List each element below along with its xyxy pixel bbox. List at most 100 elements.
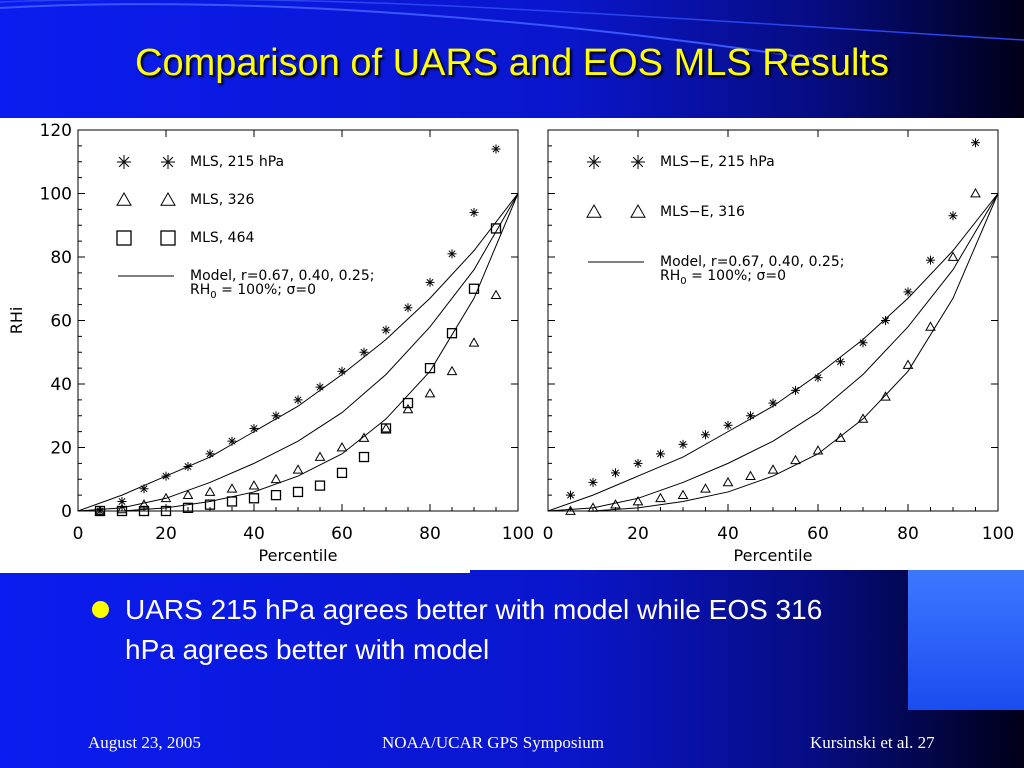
y-axis-label: RHi bbox=[7, 307, 26, 335]
slide-title: Comparison of UARS and EOS MLS Results bbox=[135, 42, 889, 84]
asterisk-stroke bbox=[656, 450, 665, 458]
model-curve bbox=[547, 193, 999, 512]
asterisk-stroke bbox=[588, 156, 600, 168]
data-point-asterisk bbox=[836, 357, 845, 367]
data-point-triangle bbox=[446, 365, 458, 376]
data-point-triangle bbox=[745, 470, 756, 480]
data-point-triangle bbox=[336, 441, 348, 452]
legend-marker-triangle bbox=[116, 191, 132, 206]
chart-1: 0 20 40 60 80 100 Percentile 0 20 40 60 80 100 120 RHi… bbox=[7, 121, 534, 565]
asterisk-stroke bbox=[316, 383, 324, 391]
legend-label: MLS−E, 215 hPa bbox=[660, 154, 775, 170]
data-point-square bbox=[138, 505, 150, 517]
data-point-asterisk bbox=[117, 496, 127, 506]
asterisk-stroke bbox=[632, 156, 644, 168]
data-point-square bbox=[248, 493, 260, 504]
x-tick-label: 40 bbox=[717, 524, 739, 544]
asterisk-stroke bbox=[448, 250, 456, 258]
plot-frame bbox=[547, 129, 999, 512]
footer-event: NOAA/UCAR GPS Symposium bbox=[382, 733, 604, 752]
data-point-asterisk bbox=[678, 439, 688, 449]
data-point-triangle bbox=[925, 321, 936, 331]
data-point-asterisk bbox=[381, 325, 391, 335]
legend-label: MLS, 464 bbox=[190, 230, 254, 246]
data-point-asterisk bbox=[948, 211, 958, 221]
data-point-triangle bbox=[947, 251, 959, 261]
legend-marker-triangle bbox=[160, 191, 176, 206]
x-tick-label: 40 bbox=[243, 524, 265, 544]
data-point-triangle bbox=[700, 483, 711, 493]
data-point-asterisk bbox=[447, 249, 457, 259]
data-point-triangle bbox=[857, 413, 869, 423]
data-point-asterisk bbox=[293, 395, 303, 405]
asterisk-stroke bbox=[566, 491, 575, 499]
charts-svg: 0 20 40 60 80 100 Percentile 0 20 40 60 80 100 120 RHi… bbox=[7, 121, 1014, 565]
x-tick-label: 60 bbox=[807, 524, 829, 544]
decorative-arc bbox=[0, 0, 1024, 61]
legend-label: Model, r=0.67, 0.40, 0.25; bbox=[190, 268, 374, 284]
legend-label: MLS−E, 316 bbox=[660, 204, 745, 220]
data-point-square bbox=[292, 486, 304, 498]
legend-label: MLS, 326 bbox=[190, 192, 254, 208]
asterisk-stroke bbox=[949, 212, 957, 220]
data-point-triangle bbox=[610, 499, 621, 509]
legend-marker-triangle bbox=[630, 203, 646, 218]
asterisk-stroke bbox=[589, 478, 597, 486]
data-point-square bbox=[182, 502, 194, 513]
data-point-square bbox=[446, 328, 458, 339]
asterisk-stroke bbox=[492, 145, 500, 153]
data-point-triangle bbox=[902, 359, 914, 369]
data-point-triangle bbox=[835, 432, 846, 442]
data-point-asterisk bbox=[403, 303, 413, 313]
asterisk-stroke bbox=[228, 437, 236, 445]
data-point-triangle bbox=[722, 476, 734, 487]
data-point-triangle bbox=[160, 492, 172, 503]
data-point-triangle bbox=[880, 391, 891, 401]
data-point-asterisk bbox=[315, 382, 325, 392]
data-point-asterisk bbox=[566, 490, 575, 500]
asterisk-stroke bbox=[140, 485, 148, 493]
data-point-square bbox=[336, 467, 348, 479]
x-tick-label: 100 bbox=[502, 524, 534, 544]
x-tick-label: 0 bbox=[543, 524, 554, 544]
chart-panel: 0 20 40 60 80 100 Percentile 0 20 40 60 80 100 120 RHi… bbox=[0, 118, 1024, 570]
asterisk-stroke bbox=[634, 459, 642, 467]
footer-date: August 23, 2005 bbox=[88, 733, 201, 752]
data-point-triangle bbox=[204, 486, 216, 496]
legend-marker-asterisk bbox=[161, 155, 175, 169]
x-tick-label: 80 bbox=[419, 524, 441, 544]
asterisk-stroke bbox=[881, 316, 890, 325]
x-tick-label: 0 bbox=[73, 524, 84, 544]
data-point-triangle bbox=[655, 492, 666, 503]
asterisk-stroke bbox=[250, 424, 258, 432]
y-tick-label: 120 bbox=[40, 121, 72, 141]
y-tick-label: 80 bbox=[50, 248, 72, 268]
legend-sublabel: RH0 = 100%; σ=0 bbox=[190, 282, 316, 301]
data-point-square bbox=[424, 362, 436, 374]
bullet-text: UARS 215 hPa agrees better with model wh… bbox=[125, 594, 823, 665]
legend-marker-asterisk bbox=[631, 155, 645, 169]
data-point-asterisk bbox=[656, 449, 665, 459]
asterisk-stroke bbox=[679, 440, 687, 448]
chart-2: 0 20 40 60 80 100 Percentile MLS−E, 215 hPa MLS−… bbox=[543, 129, 1014, 565]
data-point-square bbox=[402, 397, 414, 409]
legend-marker-asterisk bbox=[117, 155, 131, 169]
data-point-square bbox=[204, 499, 216, 510]
data-point-asterisk bbox=[701, 430, 710, 440]
x-tick-label: 60 bbox=[331, 524, 353, 544]
x-tick-label: 80 bbox=[897, 524, 919, 544]
legend-marker-triangle bbox=[586, 203, 602, 218]
data-point-asterisk bbox=[971, 138, 980, 148]
asterisk-stroke bbox=[338, 367, 346, 375]
data-point-asterisk bbox=[723, 420, 733, 430]
data-point-triangle bbox=[767, 464, 779, 474]
data-point-asterisk bbox=[903, 287, 913, 297]
x-axis-label: Percentile bbox=[734, 546, 813, 565]
data-point-square bbox=[358, 451, 370, 463]
plot-frame bbox=[77, 129, 519, 512]
data-point-asterisk bbox=[611, 468, 620, 478]
data-point-triangle bbox=[270, 473, 282, 484]
bullet-dot-icon bbox=[92, 601, 109, 618]
data-point-triangle bbox=[677, 489, 689, 499]
divider-strip bbox=[0, 570, 470, 573]
